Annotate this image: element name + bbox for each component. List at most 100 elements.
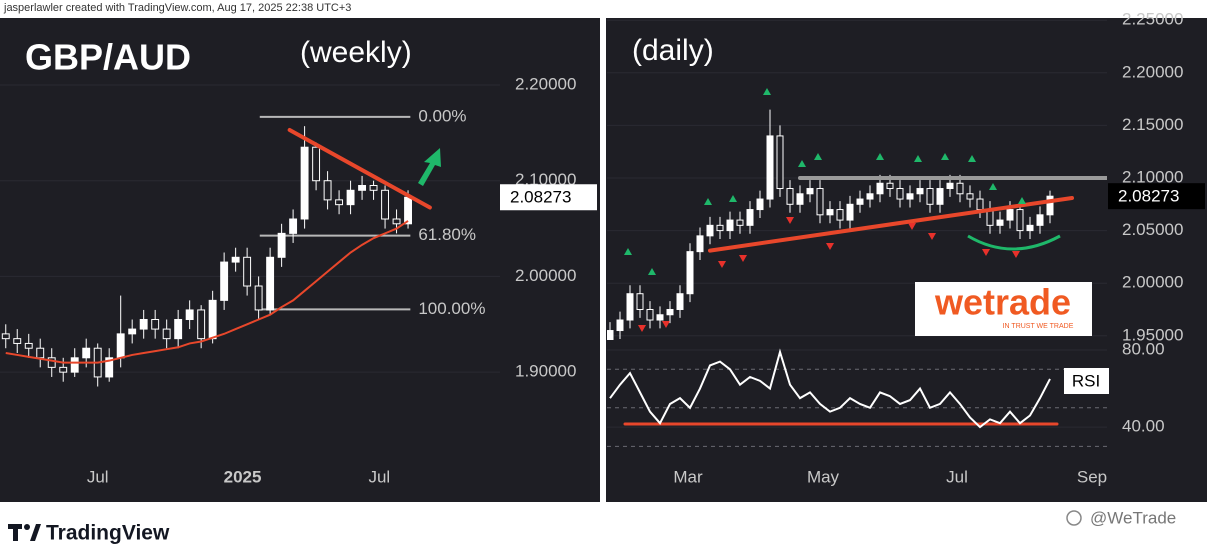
candle-body — [323, 180, 332, 201]
x-tick-label: Mar — [673, 467, 703, 486]
y-tick-label: 2.05000 — [1122, 220, 1183, 239]
candle-body — [243, 256, 252, 287]
candle-body — [277, 232, 286, 258]
x-tick-label: Jul — [368, 467, 390, 486]
last-price-box — [500, 184, 597, 211]
candle-body — [404, 196, 412, 225]
candle-body — [886, 182, 894, 190]
candle-body — [1026, 224, 1034, 232]
candle-body — [616, 319, 624, 332]
candle-body — [174, 319, 183, 340]
candle-body — [966, 193, 974, 200]
candle-body — [116, 333, 125, 359]
candle-body — [369, 185, 378, 191]
candle-body — [806, 188, 814, 195]
logo-name: wetrade — [934, 282, 1071, 323]
candle-body — [266, 256, 275, 311]
candle-body — [676, 293, 684, 310]
candle-body — [358, 185, 367, 191]
chart-subtitle: (weekly) — [300, 36, 412, 69]
candle-body — [796, 193, 804, 205]
y-tick-label: 1.95000 — [1122, 325, 1183, 344]
candle-body — [1016, 209, 1024, 232]
trend-line — [708, 195, 1074, 253]
last-price-box — [1108, 183, 1205, 210]
rounding-curve — [967, 234, 1061, 251]
chart-subtitle: (daily) — [632, 34, 714, 67]
candle-body — [896, 188, 904, 200]
candle-body — [736, 219, 744, 226]
x-tick-label: 2025 — [224, 467, 262, 486]
up-arrow — [418, 148, 441, 186]
x-tick-label: Sep — [1077, 467, 1107, 486]
candle-body — [636, 293, 644, 310]
y-tick-label: 1.90000 — [515, 362, 576, 381]
candle-body — [312, 146, 321, 182]
candle-body — [746, 209, 754, 226]
candle-body — [836, 209, 844, 221]
candle-body — [59, 366, 68, 373]
candle-body — [346, 189, 355, 206]
candle-body — [162, 328, 171, 340]
candle-body — [1046, 195, 1054, 216]
candle-body — [756, 198, 764, 211]
footer-watermark: @WeTrade — [1090, 508, 1176, 527]
x-tick-label: Jul — [946, 467, 968, 486]
candle-body — [47, 357, 56, 368]
y-tick-label: 2.00000 — [1122, 273, 1183, 292]
candle-body — [335, 199, 344, 206]
fractal-up-markers — [624, 88, 1026, 275]
candle-body — [208, 299, 217, 340]
y-tick-label: 2.10000 — [1122, 167, 1183, 186]
candle-body — [726, 219, 734, 232]
fib-label: 100.00% — [418, 299, 485, 318]
daily-panel — [606, 18, 1207, 502]
candle-body — [105, 357, 114, 378]
rsi-line — [609, 348, 1051, 429]
candle-body — [1036, 214, 1044, 226]
candle-body — [856, 198, 864, 205]
candle-body — [956, 182, 964, 195]
candle-body — [128, 328, 137, 335]
candle-body — [946, 182, 954, 190]
candle-body — [381, 189, 390, 220]
candle-body — [289, 218, 298, 234]
fib-label: 61.80% — [418, 225, 476, 244]
x-tick-label: May — [807, 467, 840, 486]
candle-body — [220, 261, 229, 301]
trend-line — [287, 127, 432, 210]
y-tick-label: 40.00 — [1122, 417, 1165, 436]
candle-body — [936, 188, 944, 205]
candle-body — [197, 309, 206, 340]
candle-body — [185, 309, 194, 321]
last-price-label: 2.08273 — [510, 188, 571, 207]
candle-body — [1, 333, 10, 340]
candle-body — [392, 218, 401, 225]
candle-body — [607, 330, 614, 340]
logo-box — [915, 282, 1092, 336]
candle-body — [666, 308, 674, 316]
candle-body — [926, 188, 934, 205]
candle-body — [300, 146, 309, 220]
candle-body — [626, 293, 634, 321]
chart-title: GBP/AUD — [25, 37, 191, 78]
candle-body — [716, 224, 724, 232]
candle-body — [846, 203, 854, 221]
candle-body — [151, 319, 160, 330]
y-tick-label: 2.20000 — [1122, 62, 1183, 81]
tradingview-icon — [8, 524, 41, 541]
candle-body — [686, 251, 694, 295]
logo-tagline: IN TRUST WE TRADE — [1003, 323, 1074, 330]
candle-body — [776, 135, 784, 190]
y-tick-label: 2.25000 — [1122, 10, 1183, 29]
fractal-down-markers — [638, 217, 1020, 332]
candle-body — [696, 235, 704, 253]
plot-area — [607, 19, 1107, 340]
y-tick-label: 80.00 — [1122, 340, 1165, 359]
candle-body — [706, 224, 714, 237]
candle-body — [139, 319, 148, 330]
candle-body — [876, 182, 884, 195]
candle-body — [254, 285, 263, 311]
y-tick-label: 2.15000 — [1122, 115, 1183, 134]
